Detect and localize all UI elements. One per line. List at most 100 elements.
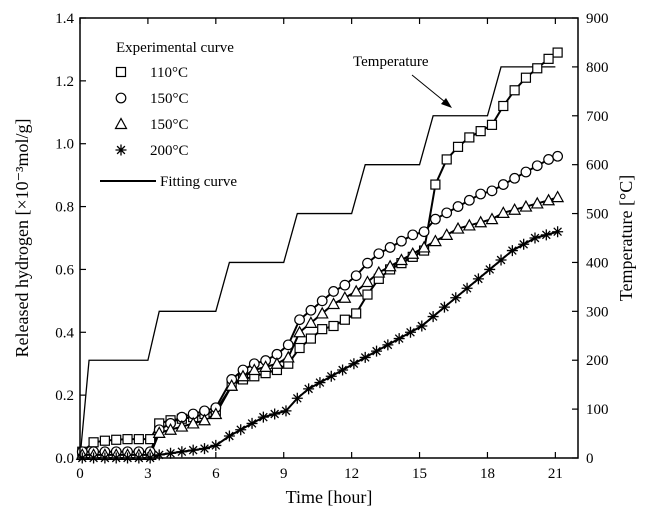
marker-star-series-4	[472, 273, 484, 285]
marker-square-series-1	[464, 132, 475, 143]
plot-frame	[79, 17, 579, 459]
marker-circle-series-2	[328, 286, 339, 297]
marker-triangle-series-3	[197, 413, 212, 426]
marker-square-series-1	[486, 119, 498, 130]
marker-star-series-4	[359, 351, 371, 363]
marker-star-series-4	[382, 339, 394, 351]
marker-circle-series-2	[486, 185, 498, 197]
marker-triangle-series-3	[440, 228, 454, 240]
y-axis-label: Released hydrogen [×10⁻³mol/g]	[12, 119, 32, 358]
x-tick-label: 0	[76, 466, 84, 482]
marker-square-series-1	[430, 179, 441, 190]
marker-triangle-series-3	[542, 193, 556, 206]
legend-label-3: 150°C	[150, 117, 189, 133]
marker-star-series-4	[325, 370, 337, 382]
marker-triangle-series-3	[496, 206, 510, 218]
marker-triangle-series-3	[281, 350, 295, 363]
marker-triangle-series-3	[164, 422, 178, 435]
marker-triangle-series-3	[349, 284, 363, 297]
x-tick-label: 21	[548, 466, 563, 482]
marker-star-series-4	[235, 424, 247, 436]
y2-tick-label: 600	[586, 158, 609, 174]
y2-tick-label: 900	[586, 11, 609, 27]
marker-star-series-4	[199, 443, 210, 455]
legend-triangle-icon	[114, 117, 128, 130]
legend-items: 110°C 150°C 150°C 200°C	[114, 65, 189, 159]
marker-circle-series-2	[339, 279, 351, 291]
marker-square-series-1	[339, 314, 350, 325]
marker-circle-series-2	[520, 166, 532, 178]
annotation-text: Temperature	[353, 54, 429, 70]
marker-circle-series-2	[509, 172, 521, 184]
x-tick-label: 9	[280, 466, 288, 482]
marker-triangle-series-3	[247, 363, 261, 376]
marker-star-series-4	[303, 383, 315, 395]
marker-star-series-4	[280, 405, 292, 417]
y2-tick-label: 200	[586, 353, 609, 369]
legend-label-4: 200°C	[150, 143, 189, 159]
marker-circle-series-2	[552, 150, 564, 162]
marker-triangle-series-3	[417, 240, 431, 253]
marker-star-series-4	[518, 238, 530, 250]
legend-circle-icon	[115, 92, 127, 104]
fitting-curves	[81, 51, 559, 459]
marker-triangle-series-3	[394, 253, 408, 266]
y-tick-label: 1.0	[55, 137, 74, 153]
marker-circle-series-2	[350, 270, 362, 282]
marker-triangle-series-3	[530, 196, 544, 209]
y-tick-label: 1.4	[55, 11, 74, 27]
marker-triangle-series-3	[225, 378, 239, 391]
marker-circle-series-2	[463, 194, 475, 206]
marker-triangle-series-3	[508, 202, 522, 215]
marker-star-series-4	[371, 345, 383, 357]
legend-label-1: 110°C	[150, 65, 188, 81]
marker-triangle-series-3	[315, 306, 329, 319]
marker-square-series-1	[441, 154, 452, 165]
marker-star-series-4	[223, 430, 235, 442]
marker-circle-series-2	[282, 339, 294, 351]
y2-tick-label: 400	[586, 255, 609, 271]
marker-circle-series-2	[373, 248, 385, 260]
marker-star-series-4	[450, 292, 462, 304]
temperature-series	[79, 66, 556, 459]
marker-star-series-4	[246, 417, 258, 429]
marker-triangle-series-3	[209, 407, 223, 420]
marker-star-series-4	[540, 229, 552, 241]
marker-star-series-4	[337, 364, 349, 376]
data-markers	[75, 47, 565, 464]
marker-star-series-4	[269, 408, 281, 420]
marker-square-series-1	[520, 72, 532, 83]
marker-star-series-4	[187, 444, 199, 456]
marker-square-series-1	[111, 434, 122, 445]
marker-star-series-4	[404, 326, 416, 338]
marker-triangle-series-3	[451, 221, 465, 234]
x-tick-label: 6	[212, 466, 220, 482]
marker-square-series-1	[498, 100, 509, 112]
marker-square-series-1	[328, 320, 339, 332]
y2-tick-label: 500	[586, 207, 609, 223]
y-tick-label: 0.4	[55, 325, 74, 341]
marker-circle-series-2	[441, 207, 453, 219]
marker-star-series-4	[529, 232, 541, 244]
marker-square-series-1	[475, 126, 486, 137]
y-tick-label: 0.8	[55, 200, 74, 216]
marker-square-series-1	[145, 434, 156, 445]
marker-triangle-series-3	[236, 369, 250, 382]
marker-star-series-4	[427, 311, 439, 323]
marker-square-series-1	[133, 434, 144, 445]
y-tick-label: 0.0	[55, 451, 74, 467]
marker-star-series-4	[165, 447, 177, 459]
legend-label-2: 150°C	[150, 91, 189, 107]
marker-circle-series-2	[475, 188, 487, 200]
marker-star-series-4	[176, 446, 188, 458]
marker-square-series-1	[88, 437, 99, 448]
marker-square-series-1	[509, 85, 520, 96]
marker-triangle-series-3	[428, 234, 442, 247]
marker-circle-series-2	[429, 213, 441, 225]
marker-star-series-4	[461, 282, 473, 294]
marker-triangle-series-3	[462, 218, 476, 231]
marker-triangle-series-3	[175, 419, 189, 432]
y2-axis-label: Temperature [°C]	[616, 175, 636, 301]
marker-square-series-1	[122, 434, 133, 445]
